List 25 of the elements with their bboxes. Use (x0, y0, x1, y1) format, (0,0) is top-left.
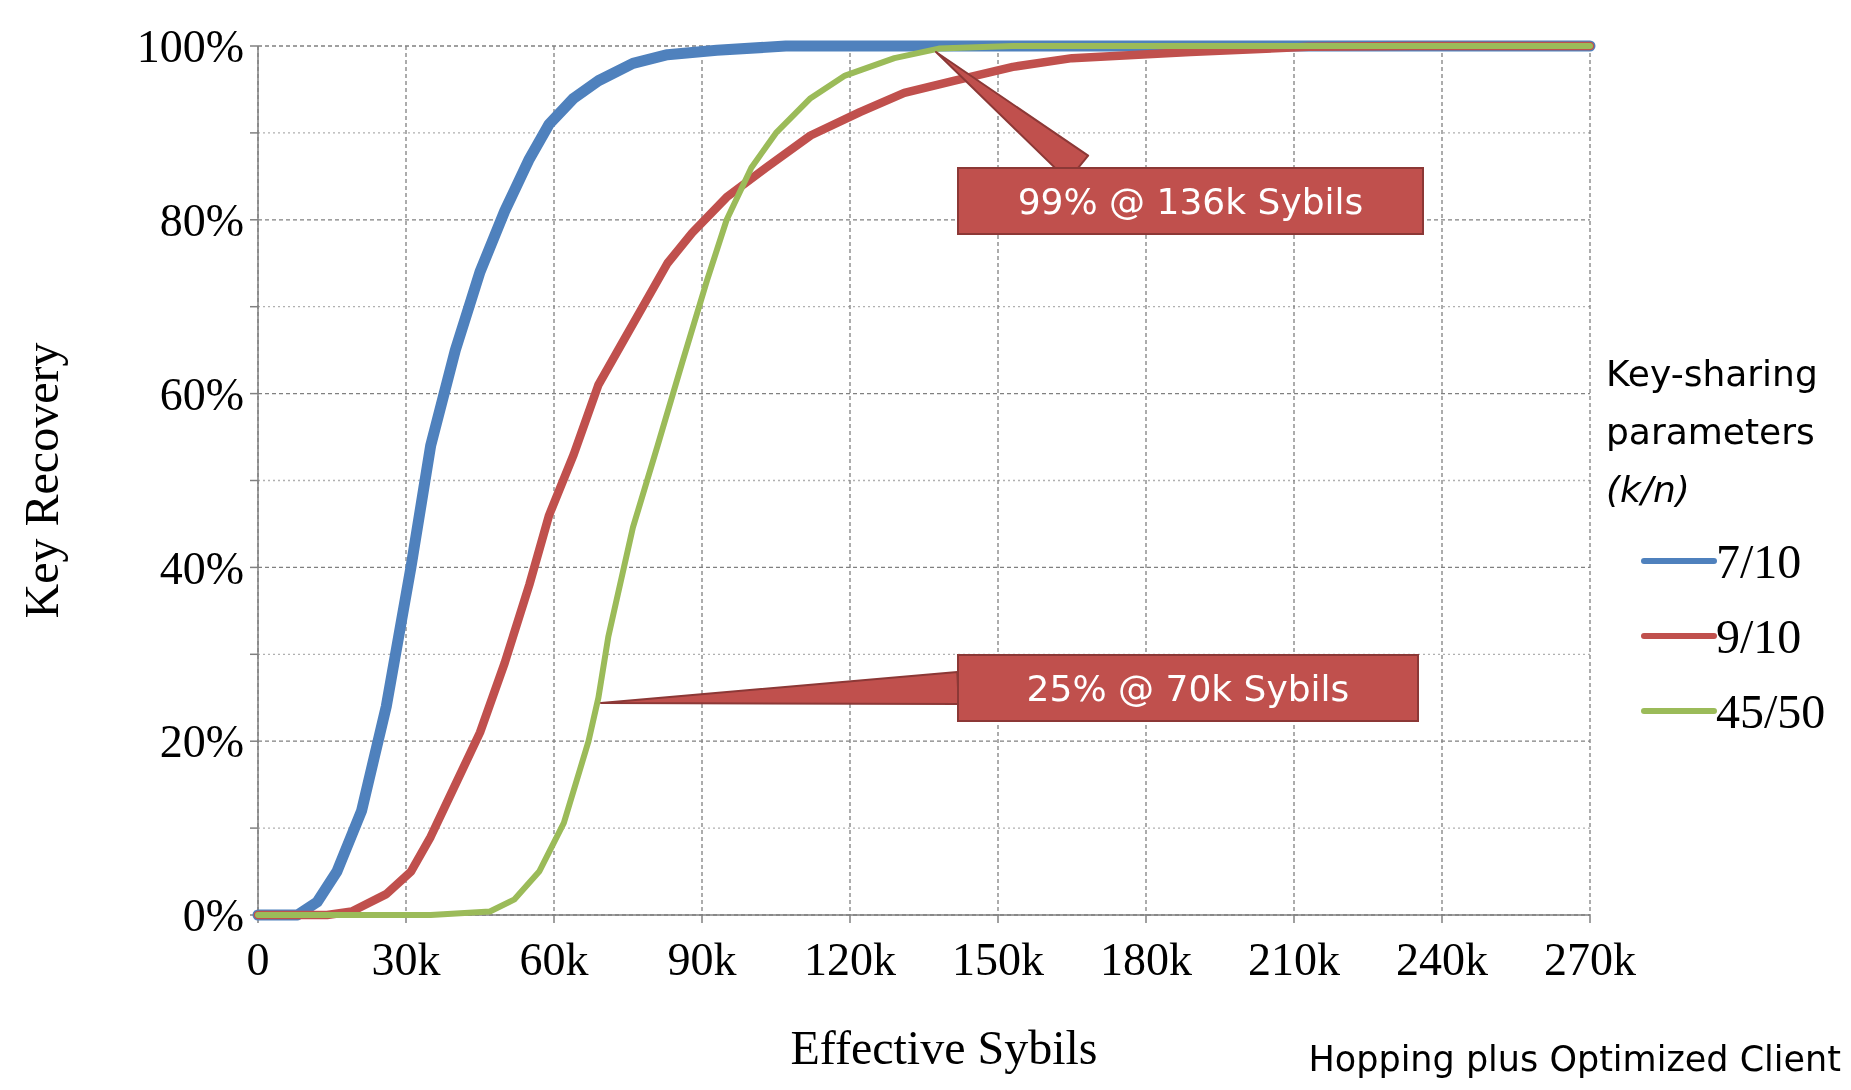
x-tick-label: 240k (1396, 934, 1488, 985)
y-tick-label: 100% (136, 21, 244, 73)
y-tick-label: 60% (159, 368, 244, 420)
y-tick-label: 0% (182, 890, 244, 942)
legend-label: 7/10 (1716, 534, 1802, 588)
x-tick-label: 120k (804, 934, 896, 985)
y-axis-title: Key Recovery (15, 342, 68, 619)
legend-title: Key-sharing parameters (k/n) (1606, 353, 1818, 510)
x-tick-label: 210k (1248, 934, 1340, 985)
y-tick-label: 80% (159, 194, 244, 246)
legend-label: 9/10 (1716, 609, 1802, 663)
x-axis-title: Effective Sybils (790, 1021, 1098, 1074)
x-tick-label: 0 (246, 934, 270, 985)
x-tick-label: 90k (667, 934, 737, 985)
y-tick-label: 20% (159, 716, 244, 768)
legend-label: 45/50 (1716, 684, 1826, 738)
x-tick-label: 60k (519, 934, 589, 985)
x-tick-label: 270k (1544, 934, 1636, 985)
y-tick-label: 40% (159, 542, 244, 594)
annotation: 99% @ 136k Sybils (1017, 180, 1364, 222)
x-tick-label: 150k (952, 934, 1044, 985)
x-tick-label: 30k (371, 934, 441, 985)
x-tick-label: 180k (1100, 934, 1192, 985)
text: Hopping plus Optimized Client (1308, 1039, 1841, 1079)
annotation: 25% @ 70k Sybils (1026, 667, 1350, 709)
